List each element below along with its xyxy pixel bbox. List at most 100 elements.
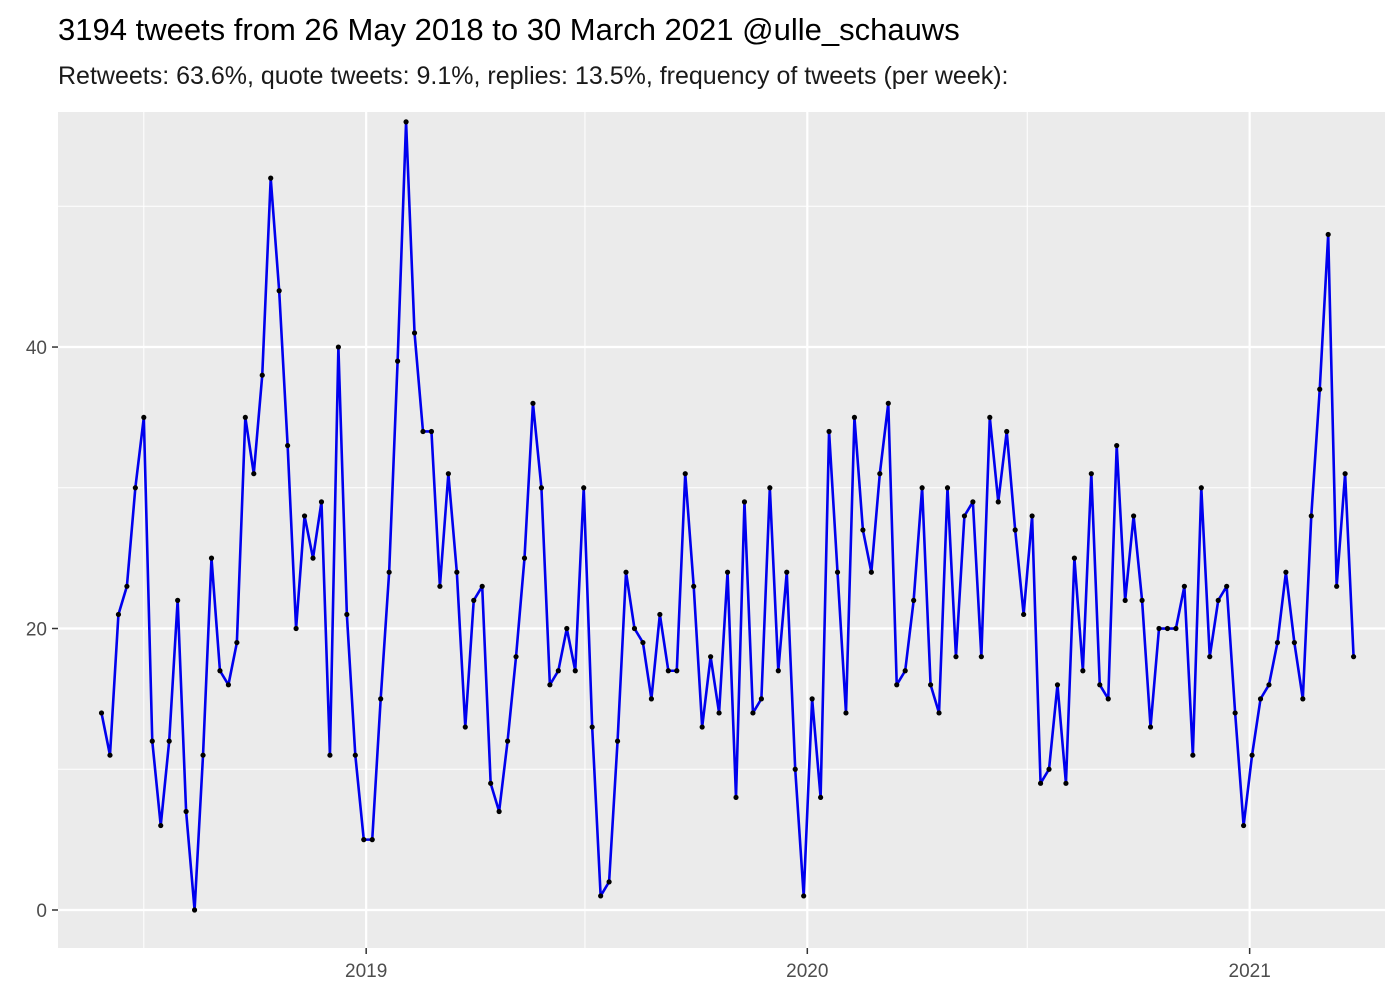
data-point-89 bbox=[851, 414, 858, 421]
data-point-59 bbox=[598, 893, 604, 899]
data-point-70 bbox=[691, 583, 697, 589]
data-point-14 bbox=[217, 668, 223, 674]
data-point-96 bbox=[911, 597, 917, 603]
y-tick-label-20: 20 bbox=[26, 620, 47, 641]
data-point-8 bbox=[166, 738, 172, 744]
x-tick-label-2021: 2021 bbox=[1229, 961, 1271, 982]
data-point-141 bbox=[1291, 639, 1297, 646]
data-point-78 bbox=[758, 696, 764, 702]
data-point-35 bbox=[395, 358, 401, 364]
data-point-112 bbox=[1046, 766, 1052, 772]
data-point-0 bbox=[98, 710, 105, 716]
data-point-93 bbox=[885, 400, 891, 406]
data-point-7 bbox=[158, 822, 164, 829]
data-point-30 bbox=[352, 752, 358, 758]
data-point-117 bbox=[1088, 471, 1094, 477]
data-point-145 bbox=[1325, 231, 1331, 238]
y-tick-label-0: 0 bbox=[36, 901, 47, 922]
data-point-132 bbox=[1215, 597, 1221, 603]
data-point-12 bbox=[200, 752, 206, 758]
data-point-18 bbox=[251, 471, 257, 477]
data-point-40 bbox=[437, 583, 443, 589]
data-point-106 bbox=[995, 499, 1001, 505]
data-point-60 bbox=[606, 879, 612, 885]
data-point-69 bbox=[682, 471, 688, 477]
data-point-23 bbox=[293, 625, 299, 632]
data-point-84 bbox=[809, 696, 815, 702]
data-point-36 bbox=[403, 119, 409, 125]
data-point-44 bbox=[471, 597, 477, 603]
data-point-41 bbox=[445, 471, 451, 477]
data-point-11 bbox=[191, 907, 198, 913]
data-point-26 bbox=[318, 499, 325, 505]
chart-title: 3194 tweets from 26 May 2018 to 30 March… bbox=[58, 12, 960, 47]
data-point-10 bbox=[183, 808, 189, 815]
data-point-52 bbox=[538, 485, 545, 491]
data-point-73 bbox=[716, 710, 722, 716]
data-point-142 bbox=[1300, 696, 1306, 702]
axes: 0 20 40 2019 2020 2021 bbox=[26, 338, 1271, 982]
data-point-144 bbox=[1317, 386, 1323, 392]
data-point-57 bbox=[581, 485, 587, 491]
data-point-76 bbox=[741, 499, 748, 505]
data-point-53 bbox=[547, 682, 553, 688]
data-point-90 bbox=[860, 527, 866, 533]
data-point-71 bbox=[699, 724, 705, 730]
data-point-85 bbox=[818, 794, 824, 801]
data-point-109 bbox=[1021, 611, 1027, 618]
series bbox=[98, 119, 1357, 913]
data-point-131 bbox=[1207, 654, 1213, 660]
data-point-99 bbox=[936, 710, 942, 716]
data-point-116 bbox=[1080, 668, 1086, 674]
data-point-68 bbox=[674, 668, 680, 674]
data-point-134 bbox=[1232, 710, 1238, 716]
data-point-42 bbox=[454, 569, 460, 575]
data-point-17 bbox=[242, 414, 248, 421]
data-point-6 bbox=[149, 738, 155, 744]
data-point-1 bbox=[107, 752, 113, 758]
data-point-58 bbox=[589, 724, 595, 730]
data-point-119 bbox=[1105, 696, 1111, 702]
data-point-13 bbox=[208, 555, 215, 561]
data-point-126 bbox=[1164, 625, 1171, 632]
data-point-43 bbox=[462, 724, 468, 730]
data-point-114 bbox=[1063, 780, 1069, 786]
data-point-82 bbox=[792, 766, 798, 772]
data-point-28 bbox=[335, 344, 341, 350]
data-point-135 bbox=[1241, 822, 1247, 829]
data-point-9 bbox=[175, 597, 181, 603]
data-point-61 bbox=[614, 738, 621, 744]
data-point-129 bbox=[1190, 752, 1196, 758]
data-point-123 bbox=[1139, 597, 1145, 603]
data-point-125 bbox=[1156, 625, 1162, 632]
data-point-101 bbox=[953, 654, 959, 660]
data-point-22 bbox=[285, 442, 291, 449]
data-point-21 bbox=[276, 288, 282, 294]
data-point-147 bbox=[1342, 471, 1348, 477]
data-point-74 bbox=[724, 569, 731, 575]
data-point-15 bbox=[225, 682, 232, 688]
data-point-130 bbox=[1198, 485, 1204, 491]
data-point-136 bbox=[1249, 752, 1255, 758]
data-point-3 bbox=[124, 583, 130, 589]
data-point-56 bbox=[572, 668, 578, 674]
data-point-139 bbox=[1274, 639, 1281, 646]
data-point-66 bbox=[657, 611, 663, 618]
data-point-75 bbox=[733, 794, 739, 801]
data-point-87 bbox=[834, 569, 841, 575]
data-point-122 bbox=[1131, 513, 1137, 519]
data-point-110 bbox=[1029, 513, 1035, 519]
data-point-107 bbox=[1004, 428, 1010, 435]
data-point-31 bbox=[361, 837, 367, 843]
data-point-146 bbox=[1334, 583, 1340, 589]
plot-panel bbox=[58, 112, 1385, 948]
data-point-5 bbox=[141, 414, 147, 421]
x-tick-label-2019: 2019 bbox=[345, 961, 387, 982]
data-point-24 bbox=[301, 513, 308, 519]
data-point-83 bbox=[801, 893, 807, 899]
data-point-48 bbox=[504, 738, 511, 744]
data-point-100 bbox=[944, 485, 951, 491]
data-point-148 bbox=[1350, 654, 1357, 660]
data-point-108 bbox=[1012, 527, 1018, 533]
